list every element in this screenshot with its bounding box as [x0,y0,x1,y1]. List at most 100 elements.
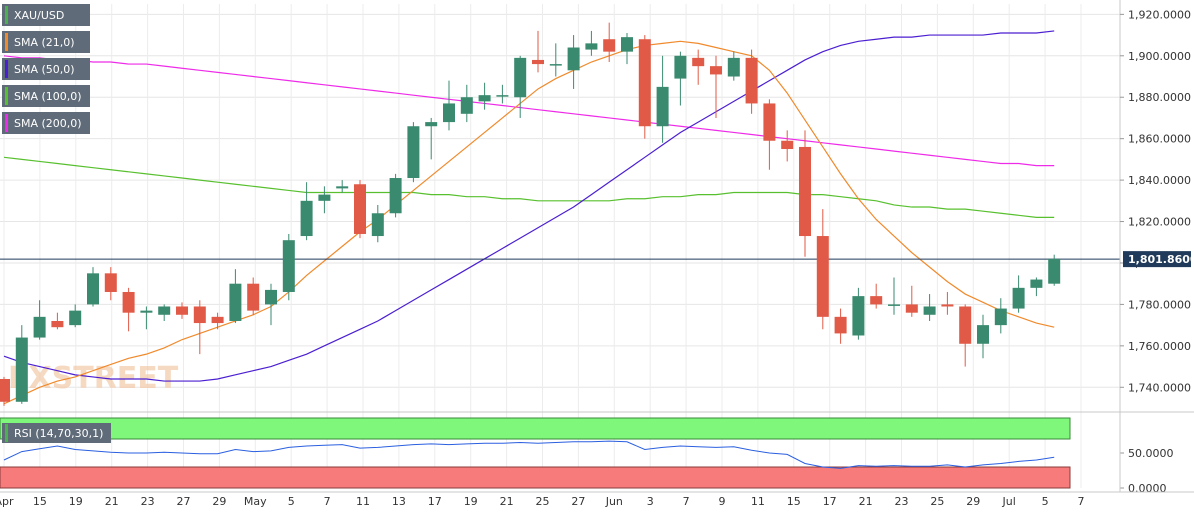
candle-body [603,39,616,52]
candle-body [176,306,188,315]
last-price-label: 1,801.8600 [1128,253,1194,266]
candle-body [905,304,918,313]
candle-body [354,184,366,234]
candle-body [870,296,883,305]
x-tick-label: 27 [177,495,191,508]
x-tick-label: 29 [212,495,226,508]
x-tick-label: 19 [464,495,478,508]
legend-item-4: SMA (200,0) [2,112,90,134]
x-tick-label: 11 [356,495,370,508]
x-tick-label: 5 [288,495,295,508]
x-tick-label: 17 [428,495,442,508]
candle-body [407,126,420,179]
watermark-text: FXSTREET [8,361,179,396]
sma100-line-group [3,156,1055,218]
legend-item-0: XAU/USD [2,4,90,26]
candle-body [977,325,989,344]
candle-body [104,273,117,292]
sma50-line-group [3,30,1055,382]
candle-body [229,283,242,321]
candle-body [781,140,794,150]
x-tick-label: 7 [683,495,690,508]
rsi-label-text: RSI (14,70,30,1) [14,426,104,440]
y-tick-label: 1,920.0000 [1128,8,1191,21]
candle-body [1048,258,1061,284]
candle-body [69,310,82,326]
rsi-panel: 50.0000 0.0000 [0,417,1174,495]
legend-swatch [5,87,8,105]
y-tick-label: 1,840.0000 [1128,174,1191,187]
x-tick-label: 25 [930,495,944,508]
legend-swatch [5,33,8,51]
x-tick-label: 7 [324,495,331,508]
y-tick-label: 1,760.0000 [1128,340,1191,353]
x-tick-label: 21 [105,495,119,508]
legend-item-2: SMA (50,0) [2,58,90,80]
y-tick-label: 1,740.0000 [1128,381,1191,394]
sma50-line [3,30,1055,382]
candle-body [389,178,402,214]
rsi-oversold-zone [0,466,1071,489]
candle-body [1030,279,1043,288]
candle-body [514,57,527,98]
candle-body [638,39,651,127]
candle-body [816,236,829,317]
candle-body [122,291,135,313]
candle-body [443,103,455,123]
candle-body [549,64,562,66]
candle-body [727,57,740,77]
x-tick-label: 17 [823,495,837,508]
candle-body [425,122,438,127]
x-tick-label: 25 [536,495,550,508]
x-tick-label: 3 [647,495,654,508]
rsi-swatch [5,424,8,442]
x-tick-label: 15 [33,495,47,508]
candle-body [923,306,936,315]
candle-body [959,306,972,344]
sma200-line [3,55,1055,167]
candle-body [140,310,153,313]
candle-body [674,55,687,79]
x-tick-label: 15 [787,495,801,508]
x-tick-label: 5 [1042,495,1049,508]
candle-body [496,95,509,97]
rsi-overbought-zone [0,417,1071,440]
candle-body [585,43,598,50]
rsi-line [3,440,1055,469]
candle-body [211,316,224,324]
candle-body [318,194,331,201]
x-tick-label: May [244,495,267,508]
candle-body [763,103,776,141]
legend: XAU/USD SMA (21,0) SMA (50,0) SMA (100,0) SM… [2,4,90,139]
legend-swatch [5,60,8,78]
candle-body [158,306,171,315]
x-tick-label: 13 [392,495,406,508]
sma21-line [3,40,1055,405]
candle-body [265,289,277,305]
candle-body [692,57,705,67]
candle-body [852,296,865,336]
candle-body [371,213,384,237]
candle-body [621,37,633,52]
x-tick-label: 23 [141,495,155,508]
legend-label: XAU/USD [14,8,65,22]
y-tick-label: 1,780.0000 [1128,298,1191,311]
candle-body [300,200,313,237]
legend-label: SMA (100,0) [14,89,82,103]
candle-body [532,59,544,65]
legend-label: SMA (50,0) [14,62,75,76]
candle-body [834,316,847,334]
legend-swatch [5,114,8,132]
rsi-label-badge: RSI (14,70,30,1) [2,423,112,443]
last-price-tag [1123,251,1191,268]
x-tick-label: 7 [1078,495,1085,508]
legend-item-1: SMA (21,0) [2,31,90,53]
x-tick-label: 21 [500,495,514,508]
y-tick-label: 1,880.0000 [1128,91,1191,104]
x-tick-label: 11 [751,495,765,508]
candle-body [799,146,811,237]
candle-body [51,320,64,328]
candle-body [460,97,473,114]
x-tick-label: Apr [0,495,14,508]
rsi-tick-label: 0.0000 [1128,482,1167,495]
